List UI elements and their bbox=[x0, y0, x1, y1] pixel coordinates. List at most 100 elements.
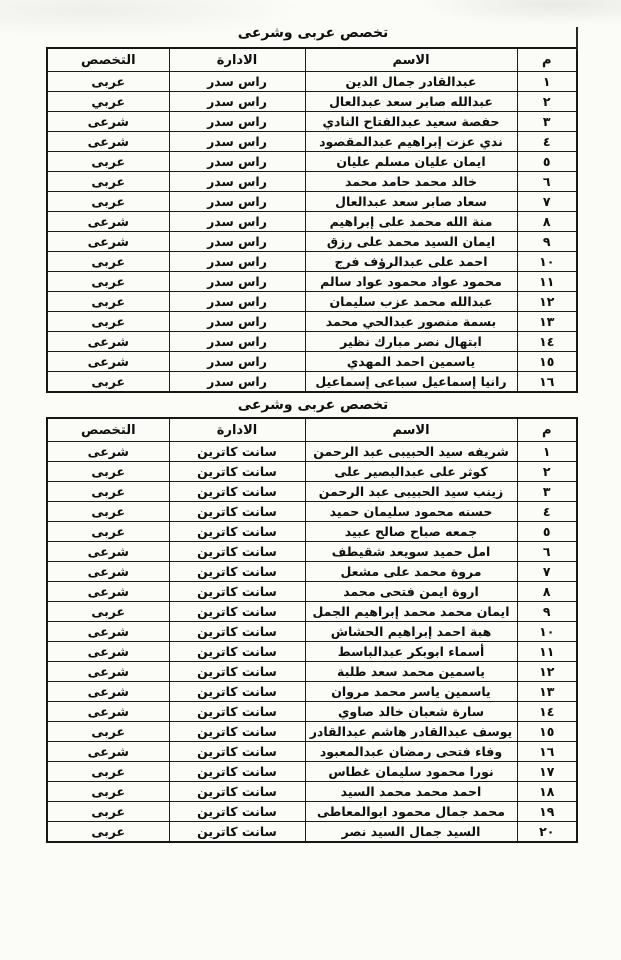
row-number: ٢ bbox=[516, 91, 578, 112]
table-row: ١٣ ياسمين ياسر محمد مروان سانت كاترين شرعى bbox=[46, 681, 578, 702]
cell-specialization: عربى bbox=[46, 291, 170, 312]
row-number: ٨ bbox=[516, 211, 578, 232]
table-row: ٨ منة الله محمد على إبراهيم راس سدر شرعى bbox=[46, 211, 578, 232]
cell-name: ياسمين احمد المهدي bbox=[304, 351, 518, 372]
header-number: م bbox=[516, 47, 578, 72]
cell-specialization: عربى bbox=[46, 271, 170, 292]
table-row: ١٩ محمد جمال محمود ابوالمعاطى سانت كاترين ع… bbox=[46, 801, 578, 822]
row-number: ١٦ bbox=[516, 741, 578, 762]
cell-specialization: عربى bbox=[46, 171, 170, 192]
table-row: ٥ جمعه صباح صالح عبيد سانت كاترين عربى bbox=[46, 521, 578, 542]
cell-specialization: شرعى bbox=[46, 701, 170, 722]
table-row: ٣ حفصة سعيد عبدالفتاح النادي راس سدر شرعى bbox=[46, 111, 578, 132]
cell-name: منة الله محمد على إبراهيم bbox=[304, 211, 518, 232]
cell-name: ياسمين ياسر محمد مروان bbox=[304, 681, 518, 702]
section-title: تخصص عربى وشرعى bbox=[237, 25, 389, 41]
cell-name: شريفه سيد الحبيبى عبد الرحمن bbox=[304, 441, 518, 462]
cell-administration: سانت كاترين bbox=[168, 821, 306, 843]
cell-specialization: شرعى bbox=[46, 541, 170, 562]
row-number: ١٧ bbox=[516, 761, 578, 782]
cell-specialization: عربى bbox=[46, 461, 170, 482]
cell-administration: راس سدر bbox=[168, 251, 306, 272]
header-specialization: التخصص bbox=[46, 417, 170, 442]
row-number: ١٤ bbox=[516, 701, 578, 722]
table-row: ١٠ هبة احمد إبراهيم الحشاش سانت كاترين شرعى bbox=[46, 621, 578, 642]
row-number: ١ bbox=[516, 441, 578, 462]
cell-administration: راس سدر bbox=[168, 311, 306, 332]
cell-name: رانيا إسماعيل سباعى إسماعيل bbox=[304, 371, 518, 393]
cell-name: محمد جمال محمود ابوالمعاطى bbox=[304, 801, 518, 822]
row-number: ١٨ bbox=[516, 781, 578, 802]
row-number: ٩ bbox=[516, 231, 578, 252]
cell-specialization: عربى bbox=[46, 501, 170, 522]
cell-name: جمعه صباح صالح عبيد bbox=[304, 521, 518, 542]
cell-name: ايمان عليان مسلم عليان bbox=[304, 151, 518, 172]
header-administration: الادارة bbox=[168, 417, 306, 442]
table-row: ١٨ احمد محمد محمد السيد سانت كاترين عربى bbox=[46, 781, 578, 802]
table-row: ١٦ وفاء فتحى رمضان عبدالمعبود سانت كاترين ش… bbox=[46, 741, 578, 762]
cell-administration: سانت كاترين bbox=[168, 601, 306, 622]
header-name: الاسم bbox=[304, 47, 518, 72]
cell-administration: راس سدر bbox=[168, 291, 306, 312]
cell-name: محمود عواد محمود عواد سالم bbox=[304, 271, 518, 292]
cell-specialization: عربى bbox=[46, 311, 170, 332]
cell-administration: راس سدر bbox=[168, 151, 306, 172]
table-row: ١ شريفه سيد الحبيبى عبد الرحمن سانت كاترين… bbox=[46, 441, 578, 462]
row-number: ١٠ bbox=[516, 251, 578, 272]
table-row: ١٠ احمد على عبدالرؤف فرج راس سدر عربى bbox=[46, 251, 578, 272]
cell-name: هبة احمد إبراهيم الحشاش bbox=[304, 621, 518, 642]
cell-specialization: عربى bbox=[46, 481, 170, 502]
row-number: ١٠ bbox=[516, 621, 578, 642]
cell-administration: راس سدر bbox=[168, 191, 306, 212]
cell-name: احمد محمد محمد السيد bbox=[304, 781, 518, 802]
table-row: ١١ محمود عواد محمود عواد سالم راس سدر عربى bbox=[46, 271, 578, 292]
table-row: ٤ ندي عزت إبراهيم عبدالمقصود راس سدر شرعى bbox=[46, 131, 578, 152]
cell-name: كوثر على عبدالبصير على bbox=[304, 461, 518, 482]
row-number: ٨ bbox=[516, 581, 578, 602]
cell-specialization: شرعى bbox=[46, 561, 170, 582]
cell-administration: راس سدر bbox=[168, 71, 306, 92]
cell-name: عبدالله صابر سعد عبدالعال bbox=[304, 91, 518, 112]
row-number: ٣ bbox=[516, 111, 578, 132]
cell-name: عبدالقادر جمال الدين bbox=[304, 71, 518, 92]
cell-administration: سانت كاترين bbox=[168, 701, 306, 722]
row-number: ١٤ bbox=[516, 331, 578, 352]
table-row: ٤ حسنه محمود سليمان حميد سانت كاترين عربى bbox=[46, 501, 578, 522]
table-row: ١٤ ابتهال نصر مبارك نظير راس سدر شرعى bbox=[46, 331, 578, 352]
cell-name: ايمان محمد محمد إبراهيم الجمل bbox=[304, 601, 518, 622]
cell-specialization: شرعى bbox=[46, 661, 170, 682]
cell-name: ايمان السيد محمد على رزق bbox=[304, 231, 518, 252]
table-row: ٢ عبدالله صابر سعد عبدالعال راس سدر عربي bbox=[46, 91, 578, 112]
cell-specialization: شرعى bbox=[46, 351, 170, 372]
cell-name: بسمة منصور عبدالحي محمد bbox=[304, 311, 518, 332]
table-row: ٣ زينب سيد الحبيبى عبد الرحمن سانت كاترين ع… bbox=[46, 481, 578, 502]
cell-specialization: شرعى bbox=[46, 331, 170, 352]
cell-administration: راس سدر bbox=[168, 111, 306, 132]
row-number: ٧ bbox=[516, 561, 578, 582]
row-number: ١١ bbox=[516, 641, 578, 662]
cell-specialization: شرعى bbox=[46, 621, 170, 642]
cell-administration: سانت كاترين bbox=[168, 681, 306, 702]
row-number: ٢ bbox=[516, 461, 578, 482]
cell-specialization: شرعى bbox=[46, 231, 170, 252]
cell-administration: راس سدر bbox=[168, 371, 306, 393]
row-number: ٦ bbox=[516, 541, 578, 562]
table-row: ٩ ايمان السيد محمد على رزق راس سدر شرعى bbox=[46, 231, 578, 252]
cell-name: السيد جمال السيد نصر bbox=[304, 821, 518, 843]
table-row: ١ عبدالقادر جمال الدين راس سدر عربى bbox=[46, 71, 578, 92]
row-number: ٣ bbox=[516, 481, 578, 502]
cell-specialization: شرعى bbox=[46, 581, 170, 602]
cell-name: سعاد صابر سعد عبدالعال bbox=[304, 191, 518, 212]
cell-name: مروة محمد على مشعل bbox=[304, 561, 518, 582]
cell-administration: سانت كاترين bbox=[168, 521, 306, 542]
table-row: ١٥ ياسمين احمد المهدي راس سدر شرعى bbox=[46, 351, 578, 372]
cell-administration: راس سدر bbox=[168, 271, 306, 292]
table-row: ٢٠ السيد جمال السيد نصر سانت كاترين عربى bbox=[46, 821, 578, 843]
cell-administration: سانت كاترين bbox=[168, 481, 306, 502]
cell-administration: راس سدر bbox=[168, 131, 306, 152]
cell-name: أسماء ابوبكر عبدالباسط bbox=[304, 641, 518, 662]
cell-specialization: عربى bbox=[46, 251, 170, 272]
cell-administration: سانت كاترين bbox=[168, 621, 306, 642]
row-number: ٩ bbox=[516, 601, 578, 622]
cell-name: عبدالله محمد عزب سليمان bbox=[304, 291, 518, 312]
